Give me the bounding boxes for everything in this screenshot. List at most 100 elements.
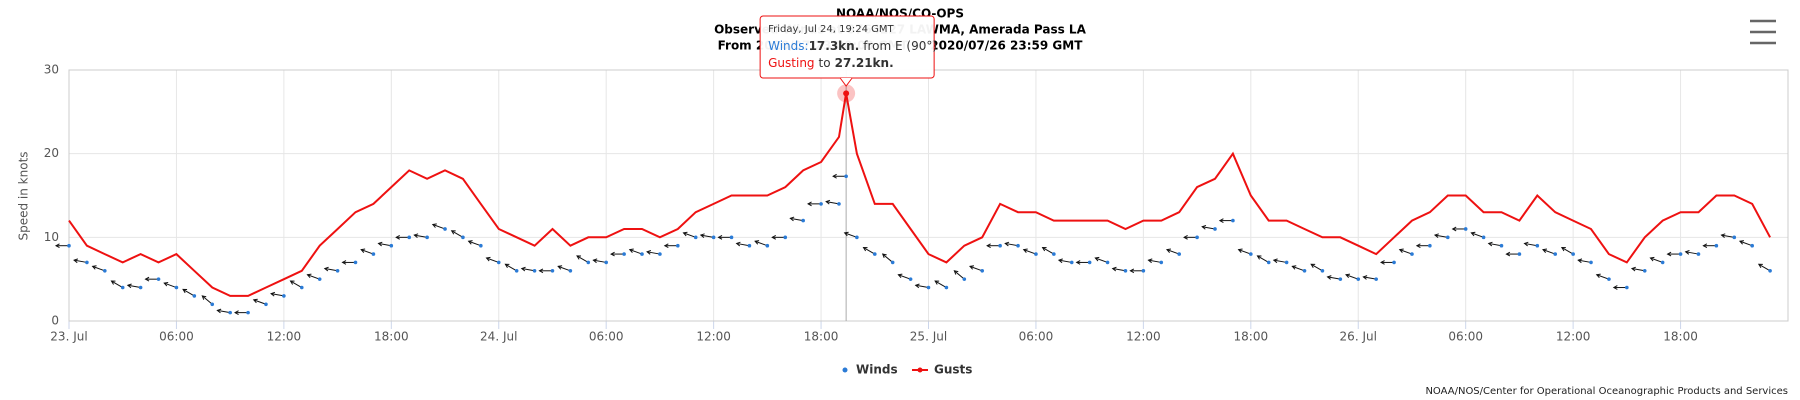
wind-dot (174, 285, 179, 290)
wind-mark (467, 240, 483, 248)
wind-arrow-head (663, 243, 669, 249)
wind-dot (67, 243, 71, 248)
wind-arrow-head (832, 173, 837, 179)
wind-arrow-head (735, 241, 741, 247)
wind-arrow (1471, 232, 1484, 238)
wind-arrow (898, 274, 911, 280)
wind-dot (1052, 252, 1056, 256)
tooltip-text: 27.21kn. (835, 56, 894, 70)
x-tick-label: 12:00 (696, 330, 731, 344)
wind-mark (504, 263, 519, 273)
x-tick-label: 25. Jul (910, 330, 947, 344)
wind-arrow-head (576, 255, 582, 260)
wind-arrow (290, 280, 303, 288)
wind-mark (592, 258, 608, 265)
wind-mark (897, 273, 913, 281)
wind-mark (1237, 248, 1253, 256)
wind-arrow-head (73, 258, 79, 264)
wind-dot (1302, 269, 1307, 273)
x-tick-label: 24. Jul (480, 330, 517, 344)
tooltip-line: Winds:17.3kn. from E (90°) (768, 39, 937, 53)
wind-dot (335, 269, 340, 273)
wind-mark (1505, 251, 1522, 257)
wind-mark (485, 256, 501, 265)
wind-arrow (1631, 268, 1645, 272)
wind-arrow (1042, 247, 1055, 255)
wind-mark (914, 283, 931, 290)
wind-dot (299, 285, 304, 290)
wind-arrow (1434, 234, 1448, 238)
wind-arrow-head (1326, 275, 1332, 280)
wind-dot (389, 243, 394, 248)
wind-dot (264, 302, 268, 307)
wind-mark (126, 283, 143, 290)
wind-dot (1213, 227, 1217, 231)
wind-arrow-head (1022, 248, 1028, 253)
wind-dot (496, 260, 501, 265)
wind-arrow-head (953, 270, 959, 275)
tooltip-text: Winds: (768, 39, 808, 53)
wind-arrow-head (395, 234, 400, 240)
wind-mark (646, 250, 662, 256)
wind-dot (246, 310, 250, 315)
wind-dot (1034, 252, 1038, 256)
wind-arrow-head (1183, 234, 1188, 240)
wind-arrow (468, 240, 482, 247)
wind-arrow (934, 280, 947, 288)
wind-mark (1666, 251, 1683, 257)
wind-dot (1141, 269, 1146, 273)
wind-dot (1087, 260, 1092, 265)
wind-arrow (1257, 255, 1269, 263)
wind-mark (1415, 243, 1432, 249)
wind-arrow (882, 253, 894, 263)
wind-dot (1571, 252, 1575, 256)
x-tick-label: 18:00 (374, 330, 409, 344)
credits: NOAA/NOS/Center for Operational Oceanogr… (1425, 386, 1788, 397)
wind-dot (783, 235, 788, 240)
wind-arrow-head (377, 241, 383, 247)
tooltip-text: Gusting (768, 56, 814, 70)
wind-dot (1714, 243, 1719, 248)
wind-arrow-head (341, 260, 347, 265)
wind-arrow (324, 268, 338, 272)
wind-mark (986, 243, 1002, 249)
wind-arrow (1739, 240, 1753, 247)
wind-dot (282, 294, 286, 298)
wind-arrow-head (110, 280, 116, 285)
wind-mark (431, 223, 447, 231)
wind-mark (201, 295, 215, 307)
wind-arrow-head (467, 240, 473, 245)
wind-mark (341, 260, 358, 265)
wind-arrow-head (682, 231, 688, 237)
wind-arrow-head (771, 234, 776, 240)
wind-mark (73, 258, 89, 265)
wind-dot (844, 174, 848, 179)
menu-button[interactable] (1748, 18, 1778, 46)
wind-dot (658, 252, 662, 256)
wind-arrow-head (1451, 226, 1457, 232)
x-tick-label: 18:00 (1663, 330, 1698, 344)
wind-mark (771, 234, 788, 240)
wind-arrow-head (504, 263, 510, 268)
wind-arrow (127, 284, 141, 289)
wind-dot (1374, 277, 1378, 281)
wind-arrow-head (897, 273, 903, 279)
wind-mark (1183, 234, 1199, 240)
wind-arrow-head (914, 283, 920, 289)
tooltip: Friday, Jul 24, 19:24 GMT Winds:17.3kn. fr… (759, 15, 937, 87)
wind-arrow (1596, 274, 1610, 280)
wind-arrow (1578, 259, 1592, 263)
x-tick-label: 06:00 (589, 330, 624, 344)
tooltip-text: to (819, 56, 831, 70)
wind-arrow-head (91, 265, 97, 270)
wind-arrow (270, 293, 284, 297)
wind-mark (1487, 241, 1504, 248)
wind-arrow (111, 280, 123, 288)
wind-dot (371, 252, 376, 256)
wind-arrow-head (1147, 258, 1153, 264)
wind-arrow (378, 242, 392, 247)
wind-arrow (647, 251, 660, 255)
wind-dot (1069, 260, 1074, 265)
x-tick-label: 12:00 (1556, 330, 1591, 344)
wind-dot (1284, 260, 1289, 265)
